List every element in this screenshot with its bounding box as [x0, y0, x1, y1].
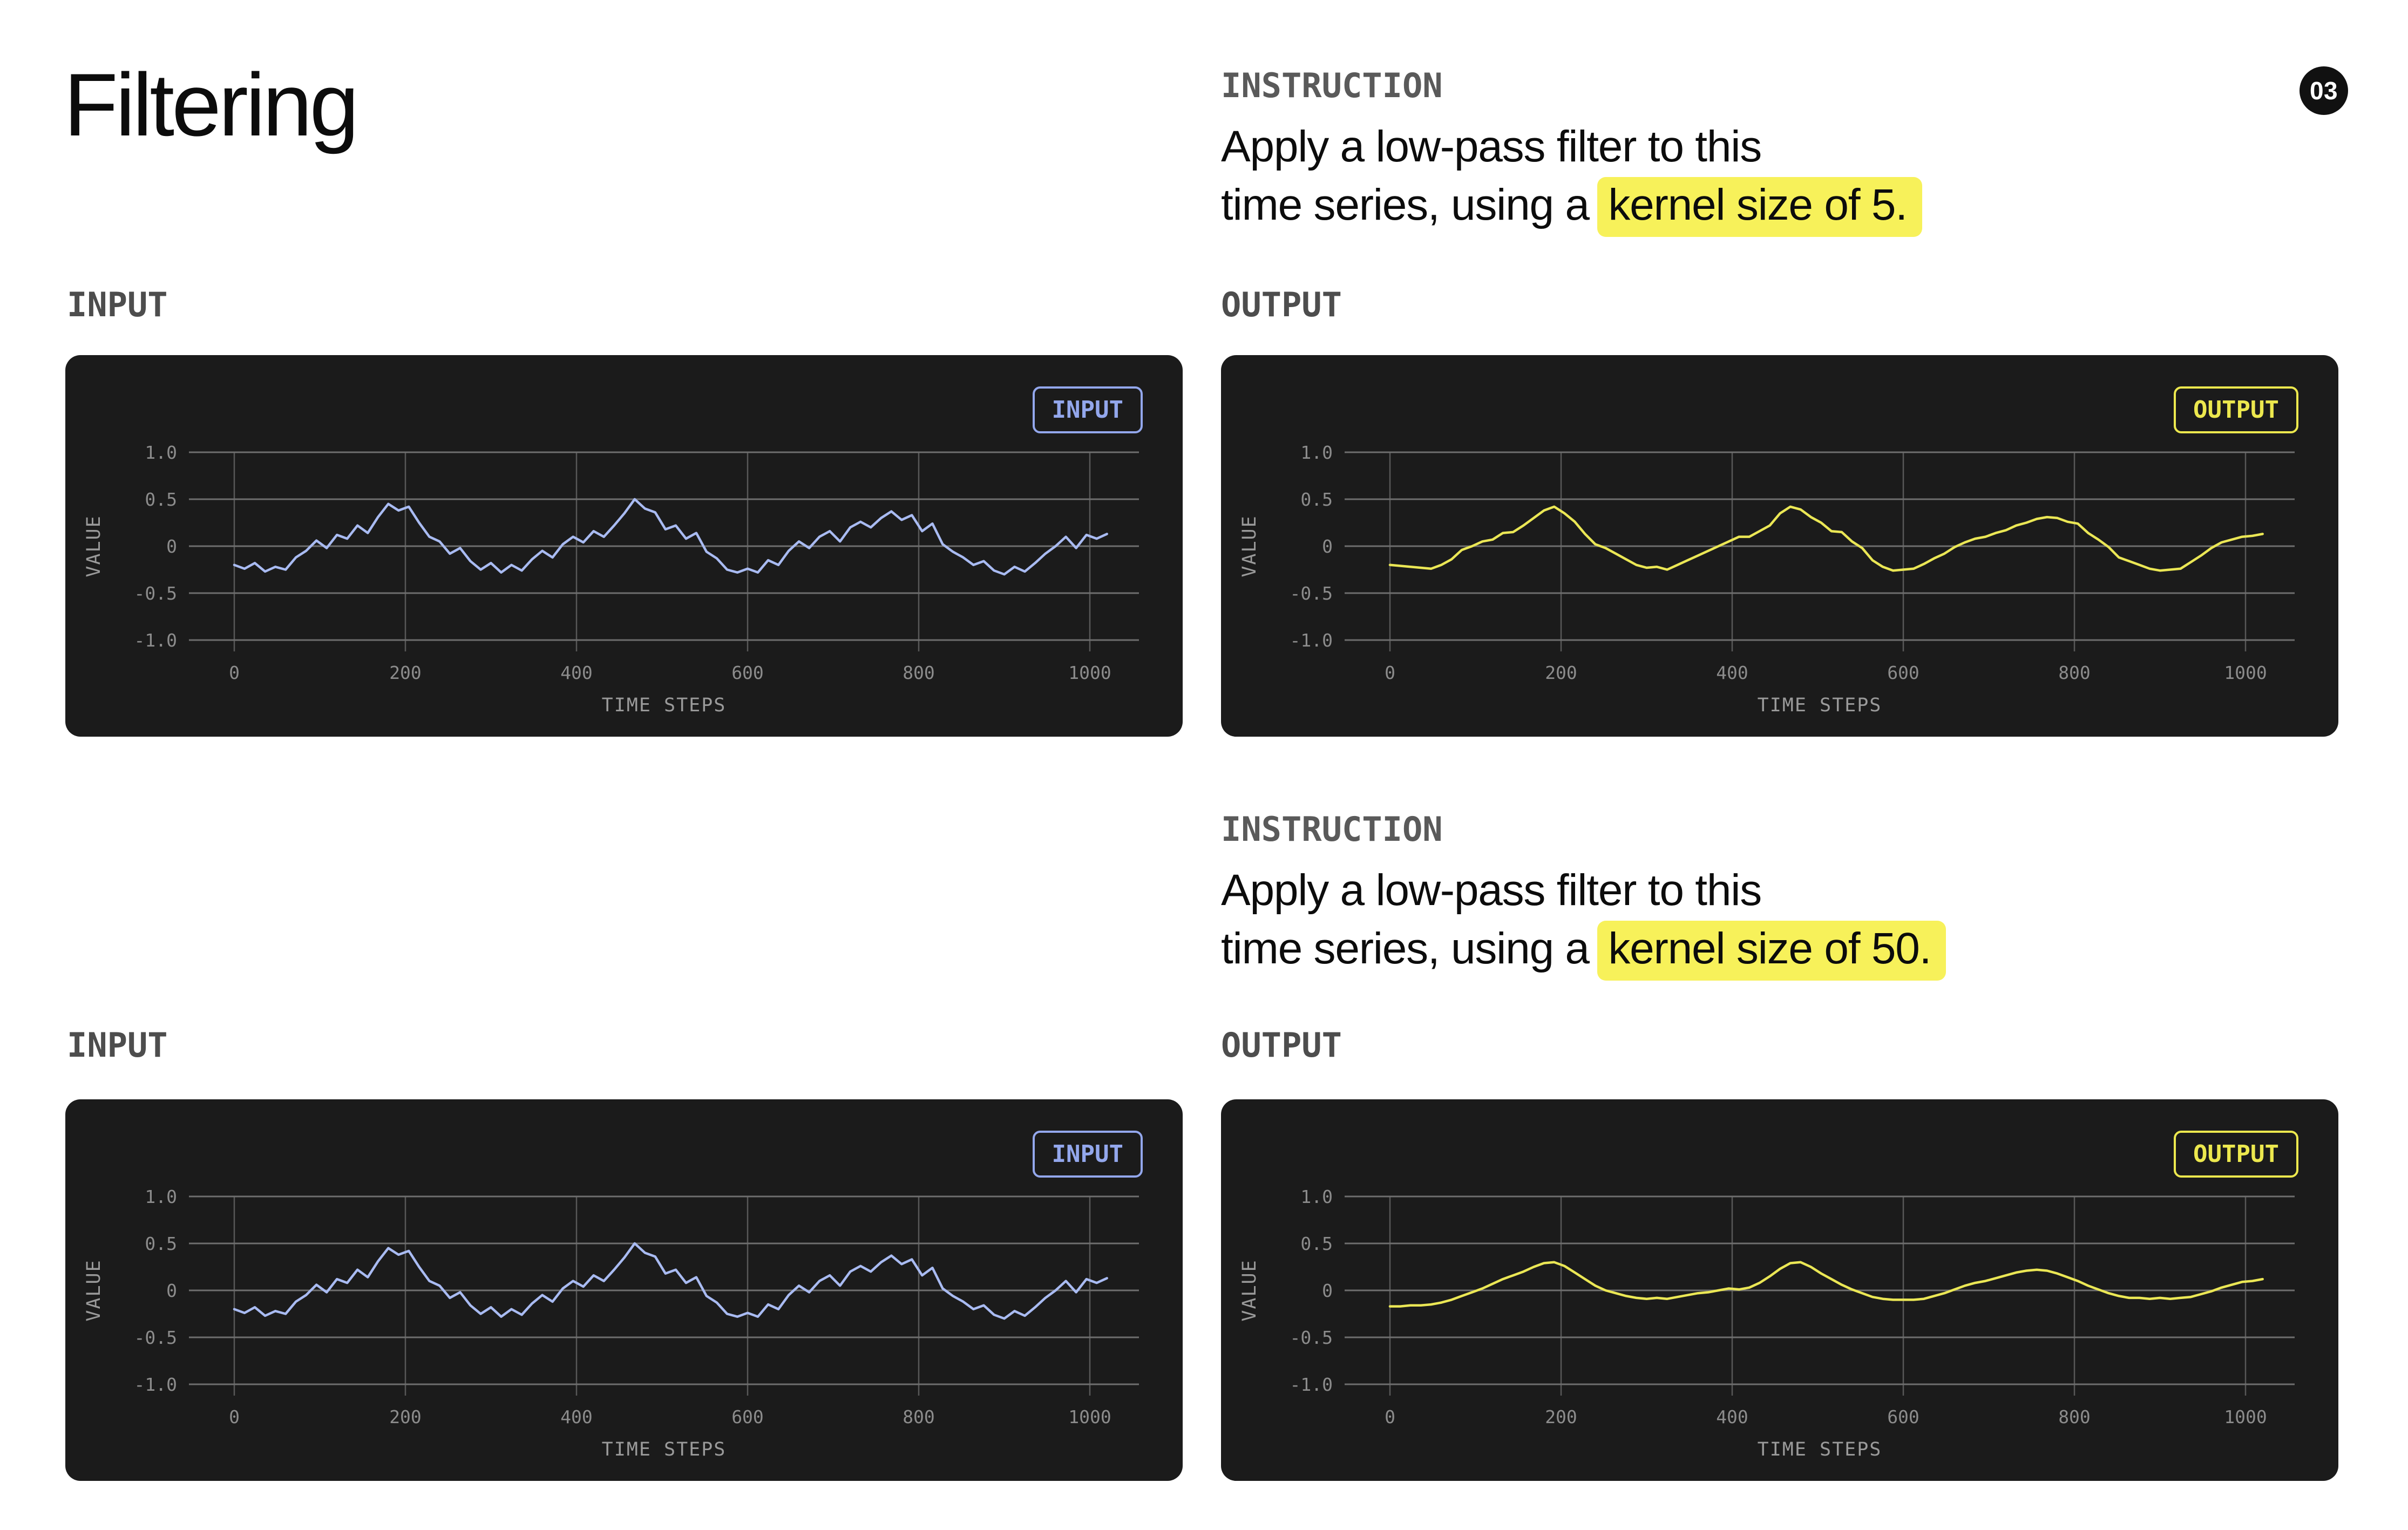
output-section-label-1: OUTPUT: [1221, 285, 1342, 324]
svg-text:0: 0: [1322, 536, 1333, 557]
svg-text:600: 600: [1887, 662, 1919, 683]
svg-text:0: 0: [166, 536, 177, 557]
instruction-text-1: Apply a low-pass filter to this time ser…: [1221, 118, 2171, 237]
svg-text:-0.5: -0.5: [134, 583, 177, 604]
input-chart-panel-2: INPUT 0 200 400 600 800 1000 1.0 0.5 0 -0.5 -1.0 VA…: [65, 1099, 1183, 1481]
svg-text:600: 600: [731, 1406, 764, 1427]
page-number-badge: 03: [2300, 66, 2348, 115]
svg-text:-1.0: -1.0: [134, 630, 177, 651]
svg-text:VALUE: VALUE: [1239, 515, 1260, 577]
svg-text:TIME STEPS: TIME STEPS: [1758, 1439, 1882, 1460]
svg-text:0.5: 0.5: [1300, 489, 1333, 510]
svg-text:1.0: 1.0: [145, 1186, 177, 1207]
input-legend-button-2[interactable]: INPUT: [1032, 1131, 1143, 1178]
input-chart-1: 0 200 400 600 800 1000 1.0 0.5 0 -0.5 -1.0 VALUE TIM…: [83, 442, 1139, 716]
output-legend-button-1[interactable]: OUTPUT: [2174, 386, 2298, 433]
page-number: 03: [2309, 77, 2338, 105]
output-chart-2: 0 200 400 600 800 1000 1.0 0.5 0 -0.5 -1.0 VALUE TIM…: [1239, 1186, 2295, 1460]
instruction-2-line-2-prefix: time series, using a: [1221, 924, 1601, 973]
svg-text:1000: 1000: [2224, 662, 2267, 683]
svg-text:800: 800: [2058, 1406, 2091, 1427]
svg-text:-0.5: -0.5: [1290, 583, 1333, 604]
output-chart-panel-1: OUTPUT 0 200 400 600 800 1000 1.0 0.5 0 -0.5 -1.0 V…: [1221, 355, 2338, 737]
output-section-label-2: OUTPUT: [1221, 1025, 1342, 1065]
svg-text:TIME STEPS: TIME STEPS: [602, 695, 727, 716]
svg-text:0: 0: [166, 1280, 177, 1301]
svg-text:0.5: 0.5: [145, 489, 177, 510]
svg-text:1.0: 1.0: [1300, 1186, 1333, 1207]
svg-text:200: 200: [1545, 662, 1577, 683]
svg-text:TIME STEPS: TIME STEPS: [1758, 695, 1882, 716]
svg-text:400: 400: [1716, 662, 1748, 683]
input-section-label-1: INPUT: [67, 285, 168, 324]
svg-text:1000: 1000: [2224, 1406, 2267, 1427]
svg-text:-1.0: -1.0: [1290, 630, 1333, 651]
svg-text:1000: 1000: [1068, 1406, 1111, 1427]
svg-text:VALUE: VALUE: [83, 1259, 105, 1321]
svg-text:0: 0: [1322, 1280, 1333, 1301]
output-chart-panel-2: OUTPUT 0 200 400 600 800 1000 1.0 0.5 0 -0.5 -1.0 V…: [1221, 1099, 2338, 1481]
svg-text:800: 800: [2058, 662, 2091, 683]
svg-text:0.5: 0.5: [145, 1233, 177, 1254]
instruction-2-line-1: Apply a low-pass filter to this: [1221, 866, 1762, 915]
svg-text:1000: 1000: [1068, 662, 1111, 683]
instruction-1-highlight: kernel size of 5.: [1597, 177, 1922, 237]
svg-text:400: 400: [1716, 1406, 1748, 1427]
input-chart-panel-1: INPUT 0 200 400 600 800 1000 1.0 0.5 0 -0.5 -1.0 VA…: [65, 355, 1183, 737]
svg-text:1.0: 1.0: [1300, 442, 1333, 463]
output-chart-1: 0 200 400 600 800 1000 1.0 0.5 0 -0.5 -1.0 VALUE TIM…: [1239, 442, 2295, 716]
svg-text:800: 800: [903, 1406, 935, 1427]
svg-text:1.0: 1.0: [145, 442, 177, 463]
svg-text:200: 200: [389, 662, 422, 683]
instruction-text-2: Apply a low-pass filter to this time ser…: [1221, 861, 2171, 981]
svg-text:400: 400: [560, 662, 593, 683]
instruction-2-highlight: kernel size of 50.: [1597, 921, 1946, 981]
instruction-label-2: INSTRUCTION: [1221, 810, 1443, 849]
instruction-1-line-1: Apply a low-pass filter to this: [1221, 122, 1762, 171]
svg-text:-1.0: -1.0: [1290, 1374, 1333, 1395]
input-legend-button-1[interactable]: INPUT: [1032, 386, 1143, 433]
svg-text:-0.5: -0.5: [1290, 1327, 1333, 1348]
svg-text:-1.0: -1.0: [134, 1374, 177, 1395]
instruction-label-1: INSTRUCTION: [1221, 66, 1443, 105]
svg-text:0.5: 0.5: [1300, 1233, 1333, 1254]
svg-text:400: 400: [560, 1406, 593, 1427]
svg-text:600: 600: [1887, 1406, 1919, 1427]
instruction-1-line-2-prefix: time series, using a: [1221, 180, 1601, 229]
svg-text:800: 800: [903, 662, 935, 683]
svg-text:200: 200: [1545, 1406, 1577, 1427]
svg-text:0: 0: [1385, 1406, 1395, 1427]
svg-text:0: 0: [1385, 662, 1395, 683]
input-chart-2: 0 200 400 600 800 1000 1.0 0.5 0 -0.5 -1.0 VALUE TIM…: [83, 1186, 1139, 1460]
svg-text:600: 600: [731, 662, 764, 683]
svg-text:-0.5: -0.5: [134, 1327, 177, 1348]
svg-text:VALUE: VALUE: [83, 515, 105, 577]
svg-text:0: 0: [229, 662, 240, 683]
svg-text:VALUE: VALUE: [1239, 1259, 1260, 1321]
input-section-label-2: INPUT: [67, 1025, 168, 1065]
svg-text:TIME STEPS: TIME STEPS: [602, 1439, 727, 1460]
svg-text:0: 0: [229, 1406, 240, 1427]
output-legend-button-2[interactable]: OUTPUT: [2174, 1131, 2298, 1178]
page-title: Filtering: [64, 55, 359, 154]
svg-text:200: 200: [389, 1406, 422, 1427]
